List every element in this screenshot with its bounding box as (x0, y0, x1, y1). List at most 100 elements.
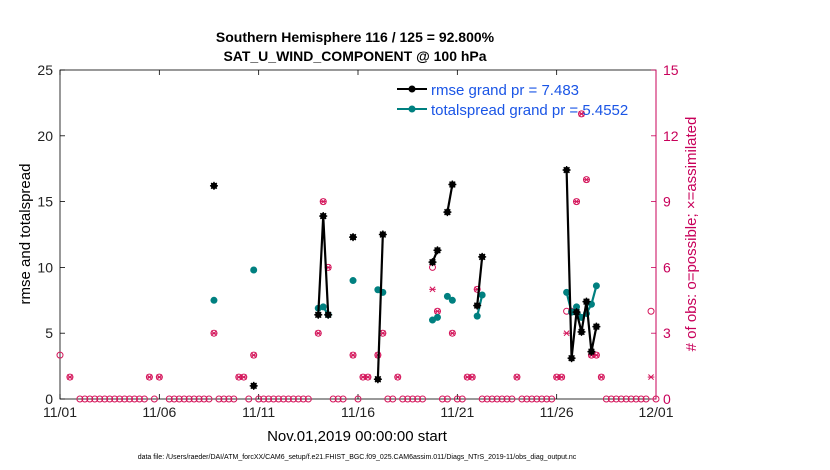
x-tick-label: 12/01 (638, 404, 673, 420)
rmse-marker-ray (374, 375, 382, 383)
obs-possible-marker (602, 395, 610, 403)
obs-possible-marker (354, 395, 362, 403)
obs-possible-marker (443, 395, 451, 403)
y2-tick-label: 0 (663, 391, 671, 407)
rmse-marker-ray (478, 253, 486, 261)
obs-assimilated-marker (563, 330, 570, 337)
obs-possible-marker (399, 395, 407, 403)
legend-entry-totalspread: totalspread grand pr = 5.4552 (431, 102, 628, 119)
legend-entry-rmse: rmse grand pr = 7.483 (431, 82, 579, 99)
obs-possible-marker (106, 395, 114, 403)
obs-possible-marker (121, 395, 129, 403)
totalspread-marker (319, 303, 327, 311)
rmse-marker (314, 310, 323, 319)
totalspread-marker (433, 313, 441, 321)
obs-possible-marker (81, 395, 89, 403)
rmse-line (376, 234, 384, 380)
obs-possible-marker (135, 395, 143, 403)
rmse-marker-ray (568, 354, 575, 362)
obs-possible-marker (190, 395, 198, 403)
obs-possible-marker (637, 395, 645, 403)
obs-possible-marker (334, 395, 342, 403)
obs-possible-marker (280, 395, 287, 403)
obs-possible-marker (409, 395, 417, 403)
obs-possible-marker (245, 395, 253, 403)
y-axis-left: 0 5 10 15 20 25 (37, 62, 65, 407)
obs-possible-marker (131, 395, 138, 403)
rmse-marker (577, 327, 586, 336)
totalspread-marker (473, 312, 481, 320)
obs-assimilated-marker (593, 352, 600, 359)
obs-assimilated-marker (364, 374, 372, 381)
obs-possible-marker (126, 395, 134, 403)
legend: rmse grand pr = 7.483 totalspread grand … (397, 82, 628, 119)
chart-subtitle: SAT_U_WIND_COMPONENT @ 100 hPa (223, 48, 486, 64)
rmse-marker-ray (588, 348, 595, 355)
obs-assimilated-marker (319, 198, 327, 205)
rmse-marker (378, 230, 387, 239)
rmse-marker-ray (429, 258, 436, 266)
rmse-marker-ray (473, 302, 481, 309)
rmse-marker (473, 301, 482, 310)
obs-possible-marker (384, 395, 392, 403)
obs-possible-marker (483, 395, 491, 403)
obs-possible-marker (647, 307, 655, 315)
rmse-marker (448, 180, 457, 189)
obs-possible-marker (116, 395, 124, 403)
rmse-marker (562, 166, 571, 175)
obs-possible-marker (642, 395, 650, 403)
obs-possible-marker (498, 395, 506, 403)
obs-possible-marker (275, 395, 283, 403)
rmse-marker (567, 354, 576, 363)
totalspread-marker (587, 300, 595, 308)
data-series (209, 166, 601, 390)
x-tick-label: 11/21 (440, 404, 474, 420)
obs-possible-marker (617, 395, 625, 403)
totalspread-marker (592, 282, 600, 290)
obs-assimilated-marker (379, 330, 387, 337)
obs-possible-marker (493, 395, 501, 403)
obs-assimilated-marker (558, 374, 565, 381)
rmse-marker-ray (563, 166, 570, 174)
y2-tick-label: 15 (663, 62, 679, 78)
x-tick-label: 11/11 (242, 404, 275, 420)
obs-assimilated-marker (429, 286, 436, 293)
obs-possible-marker (195, 395, 203, 403)
rmse-marker (572, 308, 581, 317)
totalspread-marker (443, 292, 451, 300)
obs-possible-marker (419, 395, 427, 403)
obs-assimilated-marker (314, 330, 322, 337)
y-tick-label: 15 (37, 194, 53, 210)
obs-possible-marker (389, 395, 397, 403)
obs-possible-marker (523, 395, 531, 403)
y2-axis-label: # of obs: o=possible; ×=assimilated (683, 117, 700, 352)
x-axis-label: Nov.01,2019 00:00:00 start (267, 428, 448, 445)
y2-tick-label: 3 (663, 325, 671, 341)
obs-assimilated-marker (513, 374, 521, 381)
rmse-marker (373, 375, 382, 384)
rmse-marker (349, 233, 358, 242)
rmse-marker (592, 322, 601, 331)
totalspread-marker (573, 303, 581, 311)
obs-possible-marker (76, 395, 84, 403)
obs-possible-marker (304, 395, 312, 403)
obs-assimilated-marker (210, 330, 218, 337)
obs-possible-marker (438, 395, 446, 403)
obs-assimilated-marker (573, 198, 580, 205)
x-tick-label: 11/16 (341, 404, 375, 420)
rmse-marker-ray (578, 328, 585, 336)
obs-possible-marker (414, 395, 422, 403)
obs-assimilated-marker (598, 374, 605, 381)
obs-possible-marker (538, 395, 546, 403)
rmse-marker (433, 246, 442, 255)
rmse-marker-ray (250, 382, 258, 390)
obs-possible-marker (548, 395, 556, 403)
obs-possible-marker (96, 395, 104, 403)
obs-possible-marker (488, 395, 496, 403)
obs-possible-marker (101, 395, 109, 403)
obs-possible-marker (612, 395, 620, 403)
totalspread-marker (349, 277, 357, 285)
totalspread-marker (478, 291, 486, 299)
rmse-marker-ray (314, 311, 322, 319)
obs-possible-marker (508, 395, 516, 403)
